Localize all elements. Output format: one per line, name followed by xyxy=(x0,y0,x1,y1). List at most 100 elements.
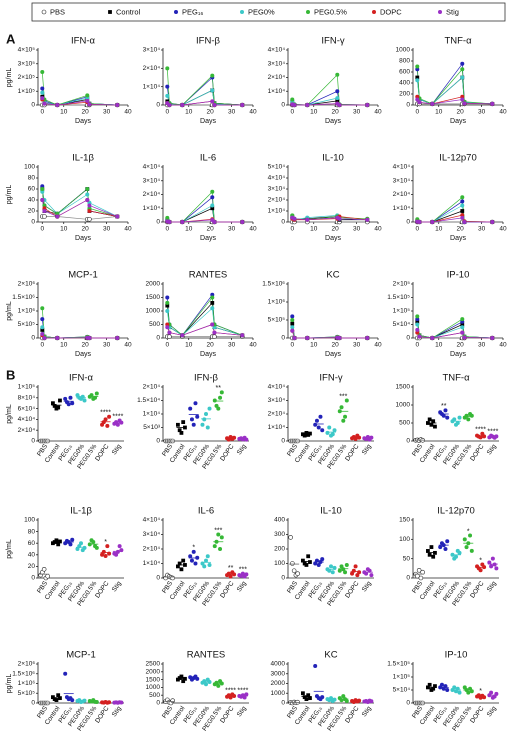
data-point xyxy=(330,570,335,575)
data-point xyxy=(304,563,309,567)
data-point xyxy=(308,696,312,701)
x-tick-label: 40 xyxy=(124,342,132,349)
series-line xyxy=(166,89,243,106)
data-point xyxy=(460,317,465,322)
x-axis-label: Days xyxy=(200,351,216,358)
y-tick-label: 150 xyxy=(399,517,410,524)
data-point xyxy=(320,695,325,700)
x-tick-label: 10 xyxy=(435,226,443,233)
y-tick-label: 8×10⁴ xyxy=(18,395,36,402)
data-point xyxy=(204,412,208,416)
data-point xyxy=(443,408,448,413)
data-point xyxy=(115,336,120,340)
y-tick-label: 50 xyxy=(403,555,411,562)
x-tick-label: Stig xyxy=(361,705,373,719)
data-point xyxy=(87,200,92,205)
data-point xyxy=(55,336,60,340)
x-axis-label: Days xyxy=(325,235,341,242)
chart-title: MCP-1 xyxy=(68,270,98,281)
data-point xyxy=(344,699,349,704)
data-point xyxy=(460,67,465,72)
data-point xyxy=(210,195,215,200)
x-tick-label: DOPC xyxy=(94,580,111,600)
data-point xyxy=(288,535,293,540)
series-line xyxy=(167,204,243,223)
x-tick-label: 30 xyxy=(478,226,486,233)
data-point xyxy=(167,334,172,339)
data-point xyxy=(165,325,170,330)
y-tick-label: 5×10⁵ xyxy=(18,690,36,697)
data-point xyxy=(462,220,467,224)
chart-title: IL-12p70 xyxy=(439,153,477,164)
data-point xyxy=(68,542,73,547)
y-tick-label: 100 xyxy=(274,560,285,567)
data-point xyxy=(316,425,321,430)
data-point xyxy=(490,336,495,340)
x-tick-label: 40 xyxy=(374,109,382,116)
data-point xyxy=(212,544,217,549)
significance: *** xyxy=(339,393,347,400)
data-point xyxy=(56,542,61,547)
data-point xyxy=(489,690,494,695)
x-tick-label: 20 xyxy=(457,109,465,116)
data-point xyxy=(40,328,45,332)
data-point xyxy=(304,431,309,435)
x-tick-label: DOPC xyxy=(469,705,486,725)
data-point xyxy=(191,549,196,554)
data-point xyxy=(52,404,57,408)
y-tick-label: 2×10⁶ xyxy=(18,661,36,668)
data-point xyxy=(181,420,186,424)
legend-label: PEG0% xyxy=(248,7,275,16)
data-point xyxy=(51,401,55,406)
y-tick-label: 0 xyxy=(31,438,35,445)
significance: * xyxy=(192,545,195,552)
data-point xyxy=(212,103,217,107)
data-point xyxy=(212,330,217,335)
data-point xyxy=(87,209,92,213)
chart-title: IL-6 xyxy=(198,506,214,517)
data-point xyxy=(327,425,332,430)
x-tick-label: DOPC xyxy=(344,705,361,725)
data-point xyxy=(204,558,208,563)
x-tick-label: 0 xyxy=(415,109,419,116)
data-point xyxy=(290,321,295,326)
data-point xyxy=(367,568,372,573)
y-tick-label: 2×10⁴ xyxy=(143,384,161,391)
data-point xyxy=(490,556,495,561)
data-point xyxy=(301,691,305,696)
x-tick-label: 10 xyxy=(185,109,193,116)
y-tick-label: 3×10⁵ xyxy=(18,60,36,67)
x-tick-label: 30 xyxy=(353,109,361,116)
chart-title: IFN-β xyxy=(196,36,220,47)
y-tick-label: 1500 xyxy=(146,294,161,301)
data-point xyxy=(305,217,310,222)
legend-marker xyxy=(174,10,178,14)
data-point xyxy=(42,336,47,340)
y-tick-label: 0 xyxy=(406,575,410,582)
x-tick-label: Stig xyxy=(486,443,498,457)
chart-title: RANTES xyxy=(189,270,228,281)
chart-title: IL-6 xyxy=(200,153,216,164)
y-tick-label: 2×10⁴ xyxy=(143,65,161,72)
y-tick-label: 1500 xyxy=(396,384,411,391)
chart-title: MCP-1 xyxy=(66,650,96,661)
chart-title: KC xyxy=(326,270,339,281)
x-tick-label: 40 xyxy=(249,109,257,116)
y-tick-label: 100 xyxy=(399,536,410,543)
data-point xyxy=(290,314,295,319)
significance: **** xyxy=(225,687,236,694)
data-point xyxy=(87,336,92,340)
data-point xyxy=(55,214,60,219)
y-tick-label: 4000 xyxy=(271,661,286,668)
y-tick-label: 3×10⁴ xyxy=(268,60,286,67)
data-point xyxy=(40,90,45,95)
data-point xyxy=(290,325,295,330)
significance: **** xyxy=(112,413,123,420)
x-tick-label: 40 xyxy=(499,109,507,116)
data-point xyxy=(417,334,422,339)
y-tick-label: 0 xyxy=(406,335,410,342)
data-point xyxy=(466,417,471,422)
chart-title: IL-12p70 xyxy=(437,506,475,517)
x-tick-label: 20 xyxy=(457,342,465,349)
